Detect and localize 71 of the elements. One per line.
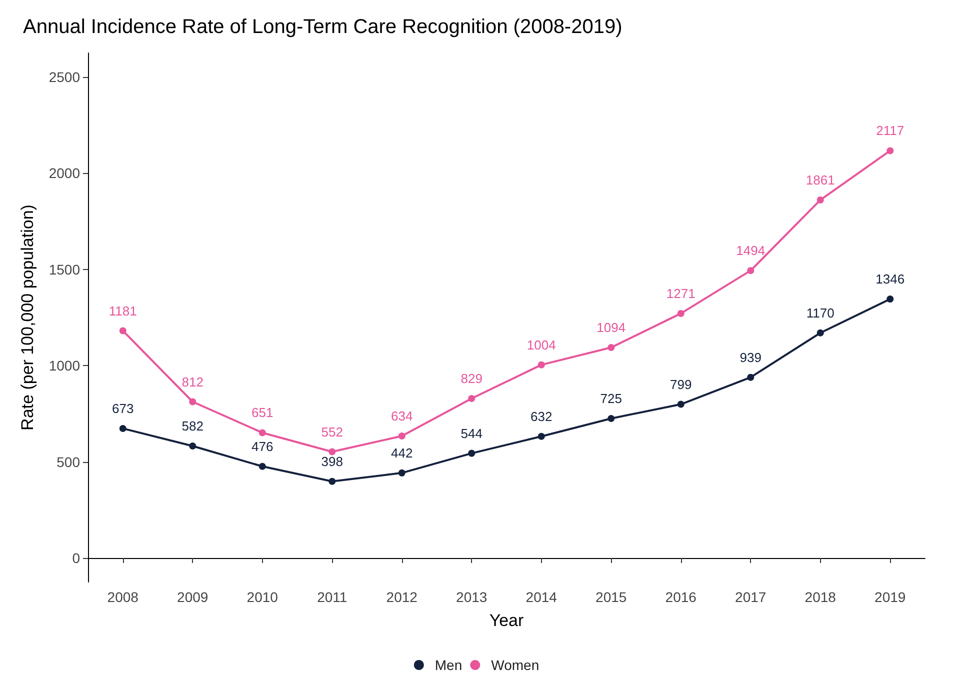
chart-title: Annual Incidence Rate of Long-Term Care Recognition (2008-2019) — [23, 16, 622, 38]
y-axis-title: Rate (per 100,000 population) — [18, 204, 37, 430]
point — [886, 296, 894, 303]
data-label: 582 — [182, 418, 204, 434]
x-tick-label: 2019 — [874, 589, 906, 605]
point — [608, 414, 615, 422]
point — [189, 442, 196, 450]
x-tick-label: 2017 — [735, 589, 766, 605]
data-label: 651 — [252, 405, 274, 420]
data-label: 476 — [252, 438, 274, 454]
x-tick-label: 2013 — [456, 589, 488, 605]
point — [468, 450, 476, 457]
x-tick-label: 2012 — [386, 589, 418, 605]
data-label: 632 — [530, 408, 552, 424]
x-tick-label: 2009 — [177, 589, 208, 605]
data-label: 552 — [321, 424, 343, 440]
point — [816, 196, 824, 204]
data-label: 1181 — [108, 303, 137, 318]
data-label: 544 — [460, 426, 482, 441]
x-tick-label: 2018 — [804, 589, 836, 605]
point — [538, 432, 545, 440]
x-tick-label: 2016 — [665, 589, 697, 605]
point — [258, 462, 266, 470]
point — [119, 327, 126, 334]
data-label: 939 — [740, 350, 762, 365]
point — [119, 424, 126, 432]
y-tick-label: 0 — [72, 550, 80, 566]
y-tick-label: 1500 — [48, 261, 80, 278]
point — [258, 429, 266, 436]
x-tick-label: 2015 — [596, 589, 627, 605]
point — [189, 398, 196, 406]
point — [328, 448, 336, 456]
x-tick-label: 2010 — [246, 589, 278, 605]
point — [747, 374, 754, 381]
legend-label: Men — [434, 657, 462, 673]
data-label: 1094 — [596, 320, 626, 336]
point — [886, 147, 894, 154]
y-tick-label: 1000 — [48, 358, 80, 374]
y-tick-label: 2000 — [48, 165, 80, 182]
point — [747, 267, 754, 274]
point — [398, 469, 406, 476]
y-tick-label: 500 — [56, 454, 80, 470]
x-tick-label: 2014 — [526, 589, 558, 605]
data-label: 634 — [391, 408, 413, 424]
data-label: 725 — [600, 390, 622, 406]
point — [538, 361, 545, 368]
data-label: 1271 — [666, 286, 696, 301]
point — [608, 344, 615, 352]
data-label: 829 — [460, 370, 482, 386]
data-label: 1494 — [736, 243, 766, 258]
point — [677, 310, 684, 317]
point — [816, 329, 824, 336]
y-tick-label: 2500 — [48, 69, 80, 86]
data-label: 442 — [391, 445, 413, 460]
point — [677, 400, 684, 408]
data-label: 673 — [112, 400, 134, 416]
data-label: 398 — [321, 454, 343, 469]
x-axis-title: Year — [489, 611, 524, 630]
point — [328, 478, 336, 485]
data-label: 2117 — [876, 123, 904, 138]
x-tick-label: 2008 — [107, 589, 139, 605]
point — [468, 394, 476, 402]
data-label: 1170 — [806, 305, 834, 320]
data-label: 1004 — [526, 337, 556, 352]
data-label: 812 — [182, 374, 204, 390]
data-label: 1861 — [806, 172, 835, 188]
legend-label: Women — [491, 657, 540, 673]
data-label: 1346 — [876, 272, 905, 287]
point — [398, 432, 406, 440]
x-tick-label: 2011 — [317, 589, 348, 605]
data-label: 799 — [670, 376, 692, 392]
